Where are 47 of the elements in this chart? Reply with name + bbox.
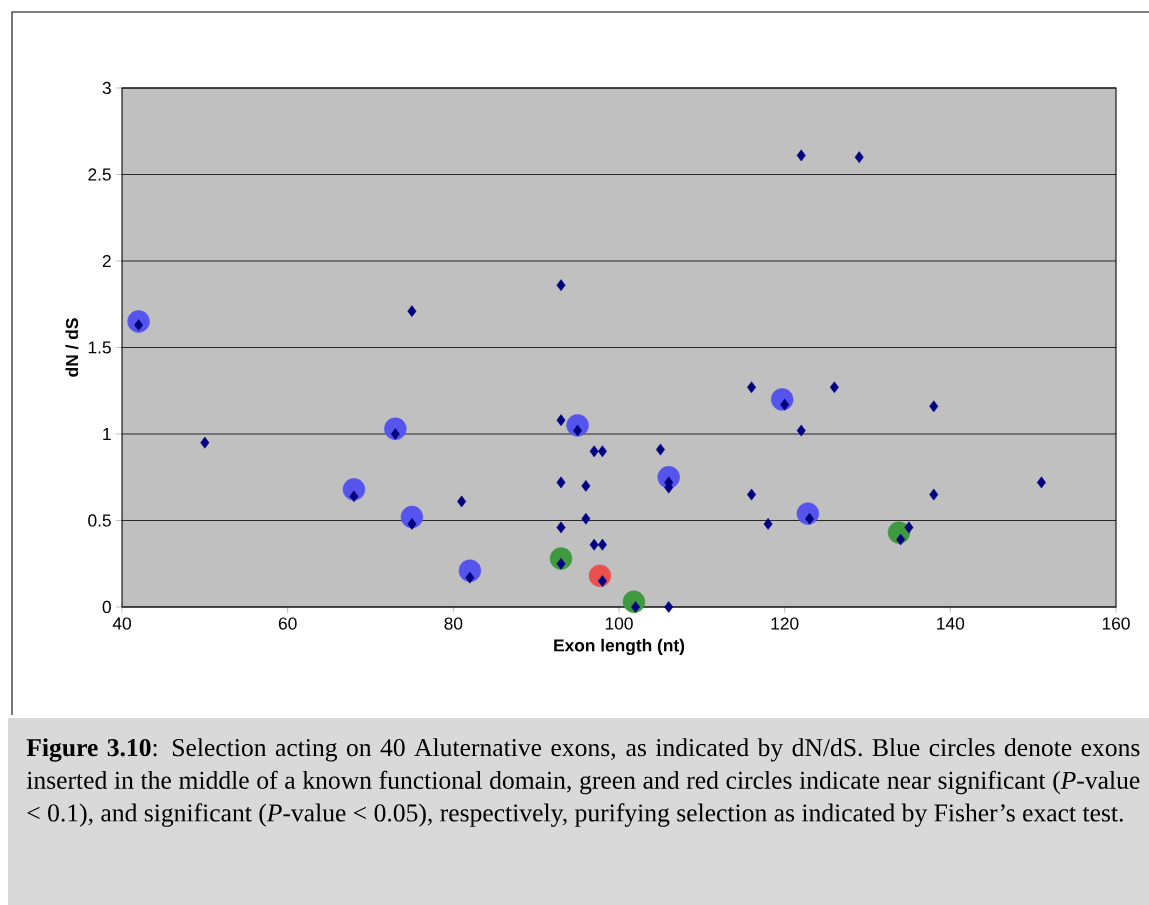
point — [465, 571, 475, 584]
point — [747, 381, 757, 394]
point — [349, 490, 359, 503]
point — [556, 279, 566, 292]
y-tick-label: 0 — [102, 600, 111, 614]
point — [655, 443, 665, 456]
x-tick-label: 100 — [605, 617, 633, 630]
y-tick-label: 1 — [103, 428, 111, 440]
point — [556, 521, 566, 534]
point — [829, 381, 839, 394]
x-tick-label: 120 — [771, 617, 799, 630]
y-axis-title: dN / dS — [65, 318, 79, 377]
y-tick-label: 0.5 — [88, 514, 111, 527]
x-tick-label: 80 — [444, 617, 463, 630]
point — [904, 521, 914, 534]
point — [407, 305, 417, 318]
point — [407, 518, 417, 530]
point — [589, 445, 599, 458]
point — [457, 495, 467, 508]
point — [589, 538, 599, 551]
point — [597, 538, 607, 551]
x-tick-label: 160 — [1102, 617, 1130, 630]
x-tick-label: 60 — [278, 617, 297, 630]
point — [854, 151, 864, 164]
point — [1036, 476, 1046, 489]
text: Figure 3.10: Selection acting on 40 Aluternative exons, as indicated by dN/dS. Blue circles denote exons inserted in the middle of a known functional domain, green and red circles indicate near significant (P-value < 0.1), and significant (P-value < 0.05), respectively, purifying selection as indicated by Fisher’s exact test. — [26, 738, 1140, 827]
point — [747, 488, 757, 501]
y-tick-label: 3 — [102, 81, 111, 95]
x-axis-title: Exon length (nt) — [554, 638, 685, 656]
point — [796, 424, 806, 437]
y-tick-label: 2 — [102, 254, 111, 268]
point — [929, 488, 939, 501]
x-tick-label: 140 — [937, 617, 965, 630]
point — [597, 445, 607, 458]
point — [556, 414, 566, 427]
point — [763, 518, 773, 530]
x-tick-label: 40 — [112, 617, 131, 630]
point — [556, 476, 566, 489]
point — [796, 149, 806, 162]
point — [664, 601, 674, 613]
point — [896, 533, 906, 546]
point — [581, 512, 591, 525]
point — [929, 400, 939, 413]
y-tick-label: 1.5 — [88, 341, 111, 354]
point — [581, 480, 591, 492]
y-tick-label: 2.5 — [88, 168, 111, 181]
point — [200, 436, 210, 449]
